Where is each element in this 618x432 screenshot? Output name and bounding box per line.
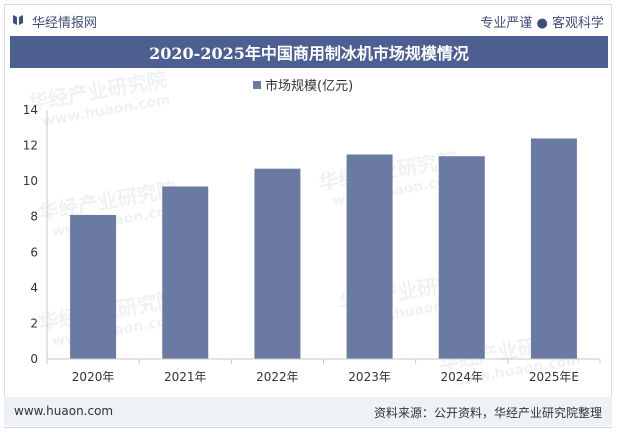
bar — [438, 156, 485, 359]
top-bar: 华经情报网 专业严谨 ● 客观科学 — [10, 6, 608, 34]
site-url: www.huaon.com — [14, 404, 114, 418]
y-tick-label: 10 — [23, 174, 38, 188]
x-axis: 2020年 2021年 2022年 2023年 2024年 2025年E — [46, 358, 601, 384]
brand-name: 华经情报网 — [32, 16, 98, 31]
x-tick-label: 2023年 — [348, 370, 391, 384]
bar — [346, 154, 393, 359]
bar — [530, 138, 577, 359]
y-tick-label: 12 — [23, 139, 38, 153]
brand-tagline: 专业严谨 ● 客观科学 — [480, 16, 604, 31]
x-tick-label: 2020年 — [72, 370, 115, 384]
x-tick-label: 2024年 — [440, 370, 483, 384]
chart-title: 2020-2025年中国商用制冰机市场规模情况 — [149, 44, 469, 63]
title-bar: 2020-2025年中国商用制冰机市场规模情况 — [10, 36, 608, 68]
bars — [70, 138, 577, 359]
y-tick-label: 14 — [23, 103, 38, 117]
chart-frame — [4, 4, 612, 428]
data-source: 资料来源：公开资料，华经产业研究院整理 — [373, 406, 602, 420]
bar — [70, 214, 117, 359]
y-tick-label: 8 — [30, 210, 38, 224]
legend-label: 市场规模(亿元) — [265, 78, 353, 94]
x-tick-label: 2022年 — [256, 370, 299, 384]
y-tick-label: 6 — [30, 245, 38, 259]
brand-logo-icon — [13, 15, 23, 25]
y-tick-label: 0 — [30, 352, 38, 366]
bar — [254, 168, 301, 359]
bar-chart: 华经产业研究院www.huaon.com华经产业研究院www.huaon.com… — [23, 70, 601, 390]
x-tick-label: 2021年 — [164, 370, 207, 384]
legend-swatch — [253, 81, 261, 89]
footer-bar: www.huaon.com 资料来源：公开资料，华经产业研究院整理 — [4, 397, 612, 426]
y-axis: 0 2 4 6 8 10 12 14 — [23, 103, 48, 366]
bar — [162, 186, 209, 359]
legend: 市场规模(亿元) — [253, 78, 353, 94]
y-tick-label: 4 — [30, 281, 38, 295]
y-tick-label: 2 — [30, 316, 38, 330]
x-tick-label: 2025年E — [529, 370, 579, 384]
